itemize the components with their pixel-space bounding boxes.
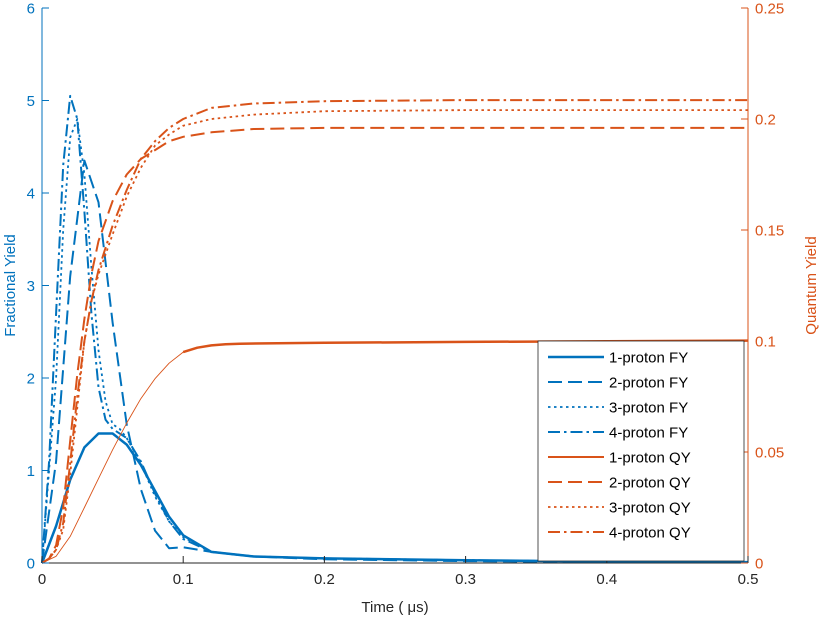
y-right-tick-label: 0.15 bbox=[755, 223, 784, 240]
y-right-tick-label: 0.1 bbox=[755, 334, 776, 351]
y-axis-left-label: Fractional Yield bbox=[2, 234, 19, 337]
y-right-tick-label: 0.25 bbox=[755, 1, 784, 18]
legend-label-1: 1-proton FY bbox=[609, 350, 688, 367]
legend-box bbox=[537, 340, 745, 562]
x-axis-label: Time ( μs) bbox=[361, 599, 428, 616]
y-right-tick-label: 0 bbox=[755, 556, 763, 573]
y-left-tick-label: 3 bbox=[27, 278, 35, 295]
legend-label-2: 2-proton FY bbox=[609, 375, 688, 392]
legend-label-7: 3-proton QY bbox=[609, 500, 691, 517]
series-line-6 bbox=[41, 126, 748, 564]
legend-label-6: 2-proton QY bbox=[609, 475, 691, 492]
x-tick-label: 0.4 bbox=[596, 571, 617, 588]
series-line-8 bbox=[41, 99, 748, 564]
y-left-tick-label: 0 bbox=[27, 556, 35, 573]
legend-label-8: 4-proton QY bbox=[609, 525, 691, 542]
x-tick-label: 0.5 bbox=[738, 571, 759, 588]
plot-area bbox=[40, 94, 749, 564]
y-left-tick-label: 5 bbox=[27, 93, 35, 110]
legend-label-4: 4-proton FY bbox=[609, 425, 688, 442]
y-axis-right-label: Quantum Yield bbox=[803, 236, 820, 334]
y-right-tick-label: 0.2 bbox=[755, 112, 776, 129]
legend-label-5: 1-proton QY bbox=[609, 450, 691, 467]
series-line-4 bbox=[41, 94, 749, 564]
y-left-tick-label: 6 bbox=[27, 1, 35, 18]
y-left-tick-label: 4 bbox=[27, 186, 35, 203]
x-tick-label: 0.1 bbox=[173, 571, 194, 588]
legend-label-3: 3-proton FY bbox=[609, 400, 688, 417]
y-left-tick-label: 2 bbox=[27, 371, 35, 388]
y-right-tick-label: 0.05 bbox=[755, 445, 784, 462]
x-tick-label: 0 bbox=[38, 571, 46, 588]
legend: 1-proton FY 2-proton FY 3-proton FY 4-proto… bbox=[537, 340, 745, 562]
x-tick-label: 0.3 bbox=[455, 571, 476, 588]
y-left-tick-label: 1 bbox=[27, 463, 35, 480]
series-line-3 bbox=[41, 118, 749, 564]
x-tick-label: 0.2 bbox=[314, 571, 335, 588]
